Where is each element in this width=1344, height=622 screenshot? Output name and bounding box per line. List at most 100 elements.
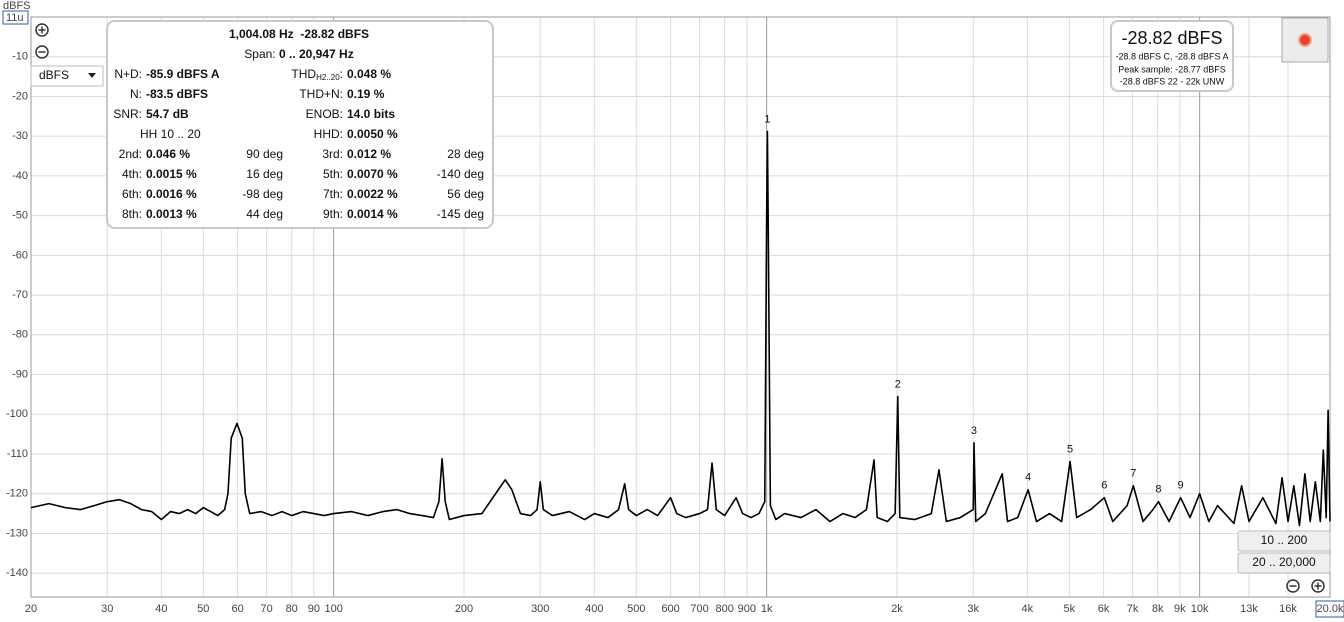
harmonic-label: 6 <box>1101 480 1107 492</box>
y-tick-label: -20 <box>12 90 28 102</box>
level-line: -28.8 dBFS 22 - 22k UNW <box>1120 76 1225 86</box>
record-dot <box>1298 33 1312 47</box>
x-tick-label: 700 <box>690 603 708 615</box>
metric-value: 0.046 % <box>146 147 190 161</box>
y-tick-label: -50 <box>12 210 28 222</box>
x-tick-label: 6k <box>1098 603 1110 615</box>
metric-value: 0.012 % <box>347 147 391 161</box>
metric-label: 4th: <box>122 167 142 181</box>
metric-label: 5th: <box>323 167 343 181</box>
metric-value: 0.0015 % <box>146 167 197 181</box>
metric-label: 9th: <box>323 207 343 221</box>
y-tick-label: -110 <box>7 448 28 460</box>
metric-value: 0.0022 % <box>347 187 398 201</box>
plot-frame <box>30 16 1331 598</box>
harmonic-label: 3 <box>971 425 977 437</box>
x-tick-label: 90 <box>308 603 320 615</box>
info-rows: N+D: -85.9 dBFS A THDH2..20: 0.048 %N: -83.5… <box>113 67 484 221</box>
metric-value: 0.048 % <box>347 67 391 81</box>
metric-label-sub: H2..20 <box>316 73 340 82</box>
y-max-field[interactable] <box>2 10 29 25</box>
metric-phase: -98 deg <box>242 187 283 201</box>
metric-value: 54.7 dB <box>146 107 189 121</box>
metric-phase: 28 deg <box>447 147 484 161</box>
metric-phase: -140 deg <box>437 167 484 181</box>
x-tick-label: 600 <box>661 603 679 615</box>
metric-value: 0.0014 % <box>347 207 398 221</box>
x-tick-label: 20 <box>25 603 37 615</box>
y-tick-label: -40 <box>12 170 28 182</box>
metric-label: SNR: <box>113 107 142 121</box>
x-tick-label: 16k <box>1279 603 1297 615</box>
x-tick-label: 20.0k <box>1317 603 1344 615</box>
y-tick-label: -90 <box>12 368 28 380</box>
harmonic-label: 8 <box>1155 484 1161 496</box>
harmonic-label: 9 <box>1178 480 1184 492</box>
y-tick-label: -130 <box>6 527 28 539</box>
x-tick-label: 9k <box>1174 603 1186 615</box>
x-tick-label: 5k <box>1063 603 1075 615</box>
unit-dropdown-text: dBFS <box>39 68 69 82</box>
zoom-in[interactable] <box>35 23 49 37</box>
x-tick-label: 1k <box>761 603 773 615</box>
metric-label: 2nd: <box>119 147 142 161</box>
y-tick-label: -70 <box>12 289 28 301</box>
metric-phase: 56 deg <box>447 187 484 201</box>
metric-phase: 16 deg <box>246 167 283 181</box>
x-tick-label: 900 <box>738 603 756 615</box>
level-line: Peak sample: -28.77 dBFS <box>1118 64 1226 74</box>
metric-label: HH 10 .. 20 <box>140 127 201 141</box>
metric-value: 0.0070 % <box>347 167 398 181</box>
harmonic-label: 2 <box>895 378 901 390</box>
metric-label: 6th: <box>122 187 142 201</box>
range-button[interactable] <box>1237 530 1331 552</box>
y-max-text: 11u <box>6 12 24 24</box>
metric-label: 3rd: <box>322 147 343 161</box>
info-panel <box>106 20 494 229</box>
zoom-in-x[interactable] <box>1311 579 1325 593</box>
dropdown-arrow <box>88 73 96 78</box>
metric-label: 7th: <box>323 187 343 201</box>
info-span: Span: 0 .. 20,947 Hz <box>244 47 353 61</box>
range-button-text: 10 .. 200 <box>1261 533 1308 547</box>
metric-phase: 90 deg <box>246 147 283 161</box>
zoom-out-x[interactable] <box>1286 579 1300 593</box>
x-tick-label: 3k <box>967 603 979 615</box>
spectrum-line <box>30 130 1331 527</box>
curve-layer: 1 2 3 4 5 6 7 8 9 <box>30 113 1331 527</box>
x-tick-label: 8k <box>1152 603 1164 615</box>
harmonic-label: 5 <box>1067 443 1073 455</box>
x-tick-label: 60 <box>231 603 243 615</box>
metric-value: 0.0016 % <box>146 187 197 201</box>
harmonic-label: 1 <box>764 113 770 125</box>
x-tick-label: 2k <box>891 603 903 615</box>
x-tick-label: 13k <box>1240 603 1258 615</box>
span-label: Span: <box>244 47 275 61</box>
metric-value: -83.5 dBFS <box>146 87 208 101</box>
x-tick-label: 400 <box>585 603 603 615</box>
y-tick-label: -120 <box>6 488 28 500</box>
metric-label: N: <box>130 87 142 101</box>
x-max-field[interactable] <box>1315 600 1344 618</box>
metric-label: N+D: <box>114 67 142 81</box>
metric-phase: -145 deg <box>437 207 484 221</box>
x-tick-label: 800 <box>716 603 734 615</box>
metric-label-colon: : <box>340 67 343 81</box>
harmonic-label: 4 <box>1025 472 1031 484</box>
metric-label: ENOB: <box>306 107 343 121</box>
zoom-out[interactable] <box>35 45 49 59</box>
level-line: -28.8 dBFS C, -28.8 dBFS A <box>1115 51 1228 61</box>
x-tick-label: 100 <box>324 603 342 615</box>
metric-value: 0.0050 % <box>347 127 398 141</box>
range-button[interactable] <box>1237 552 1331 574</box>
metric-value: 14.0 bits <box>347 107 395 121</box>
x-tick-label: 70 <box>260 603 272 615</box>
metric-value: -85.9 dBFS A <box>146 67 220 81</box>
unit-dropdown[interactable] <box>30 65 104 87</box>
info-headline: 1,004.08 Hz -28.82 dBFS <box>229 27 369 41</box>
y-tick-label: -30 <box>12 130 28 142</box>
level-readout: -28.82 dBFS <box>1121 28 1222 48</box>
y-tick-label: -10 <box>12 51 28 63</box>
metric-label: HHD: <box>314 127 343 141</box>
